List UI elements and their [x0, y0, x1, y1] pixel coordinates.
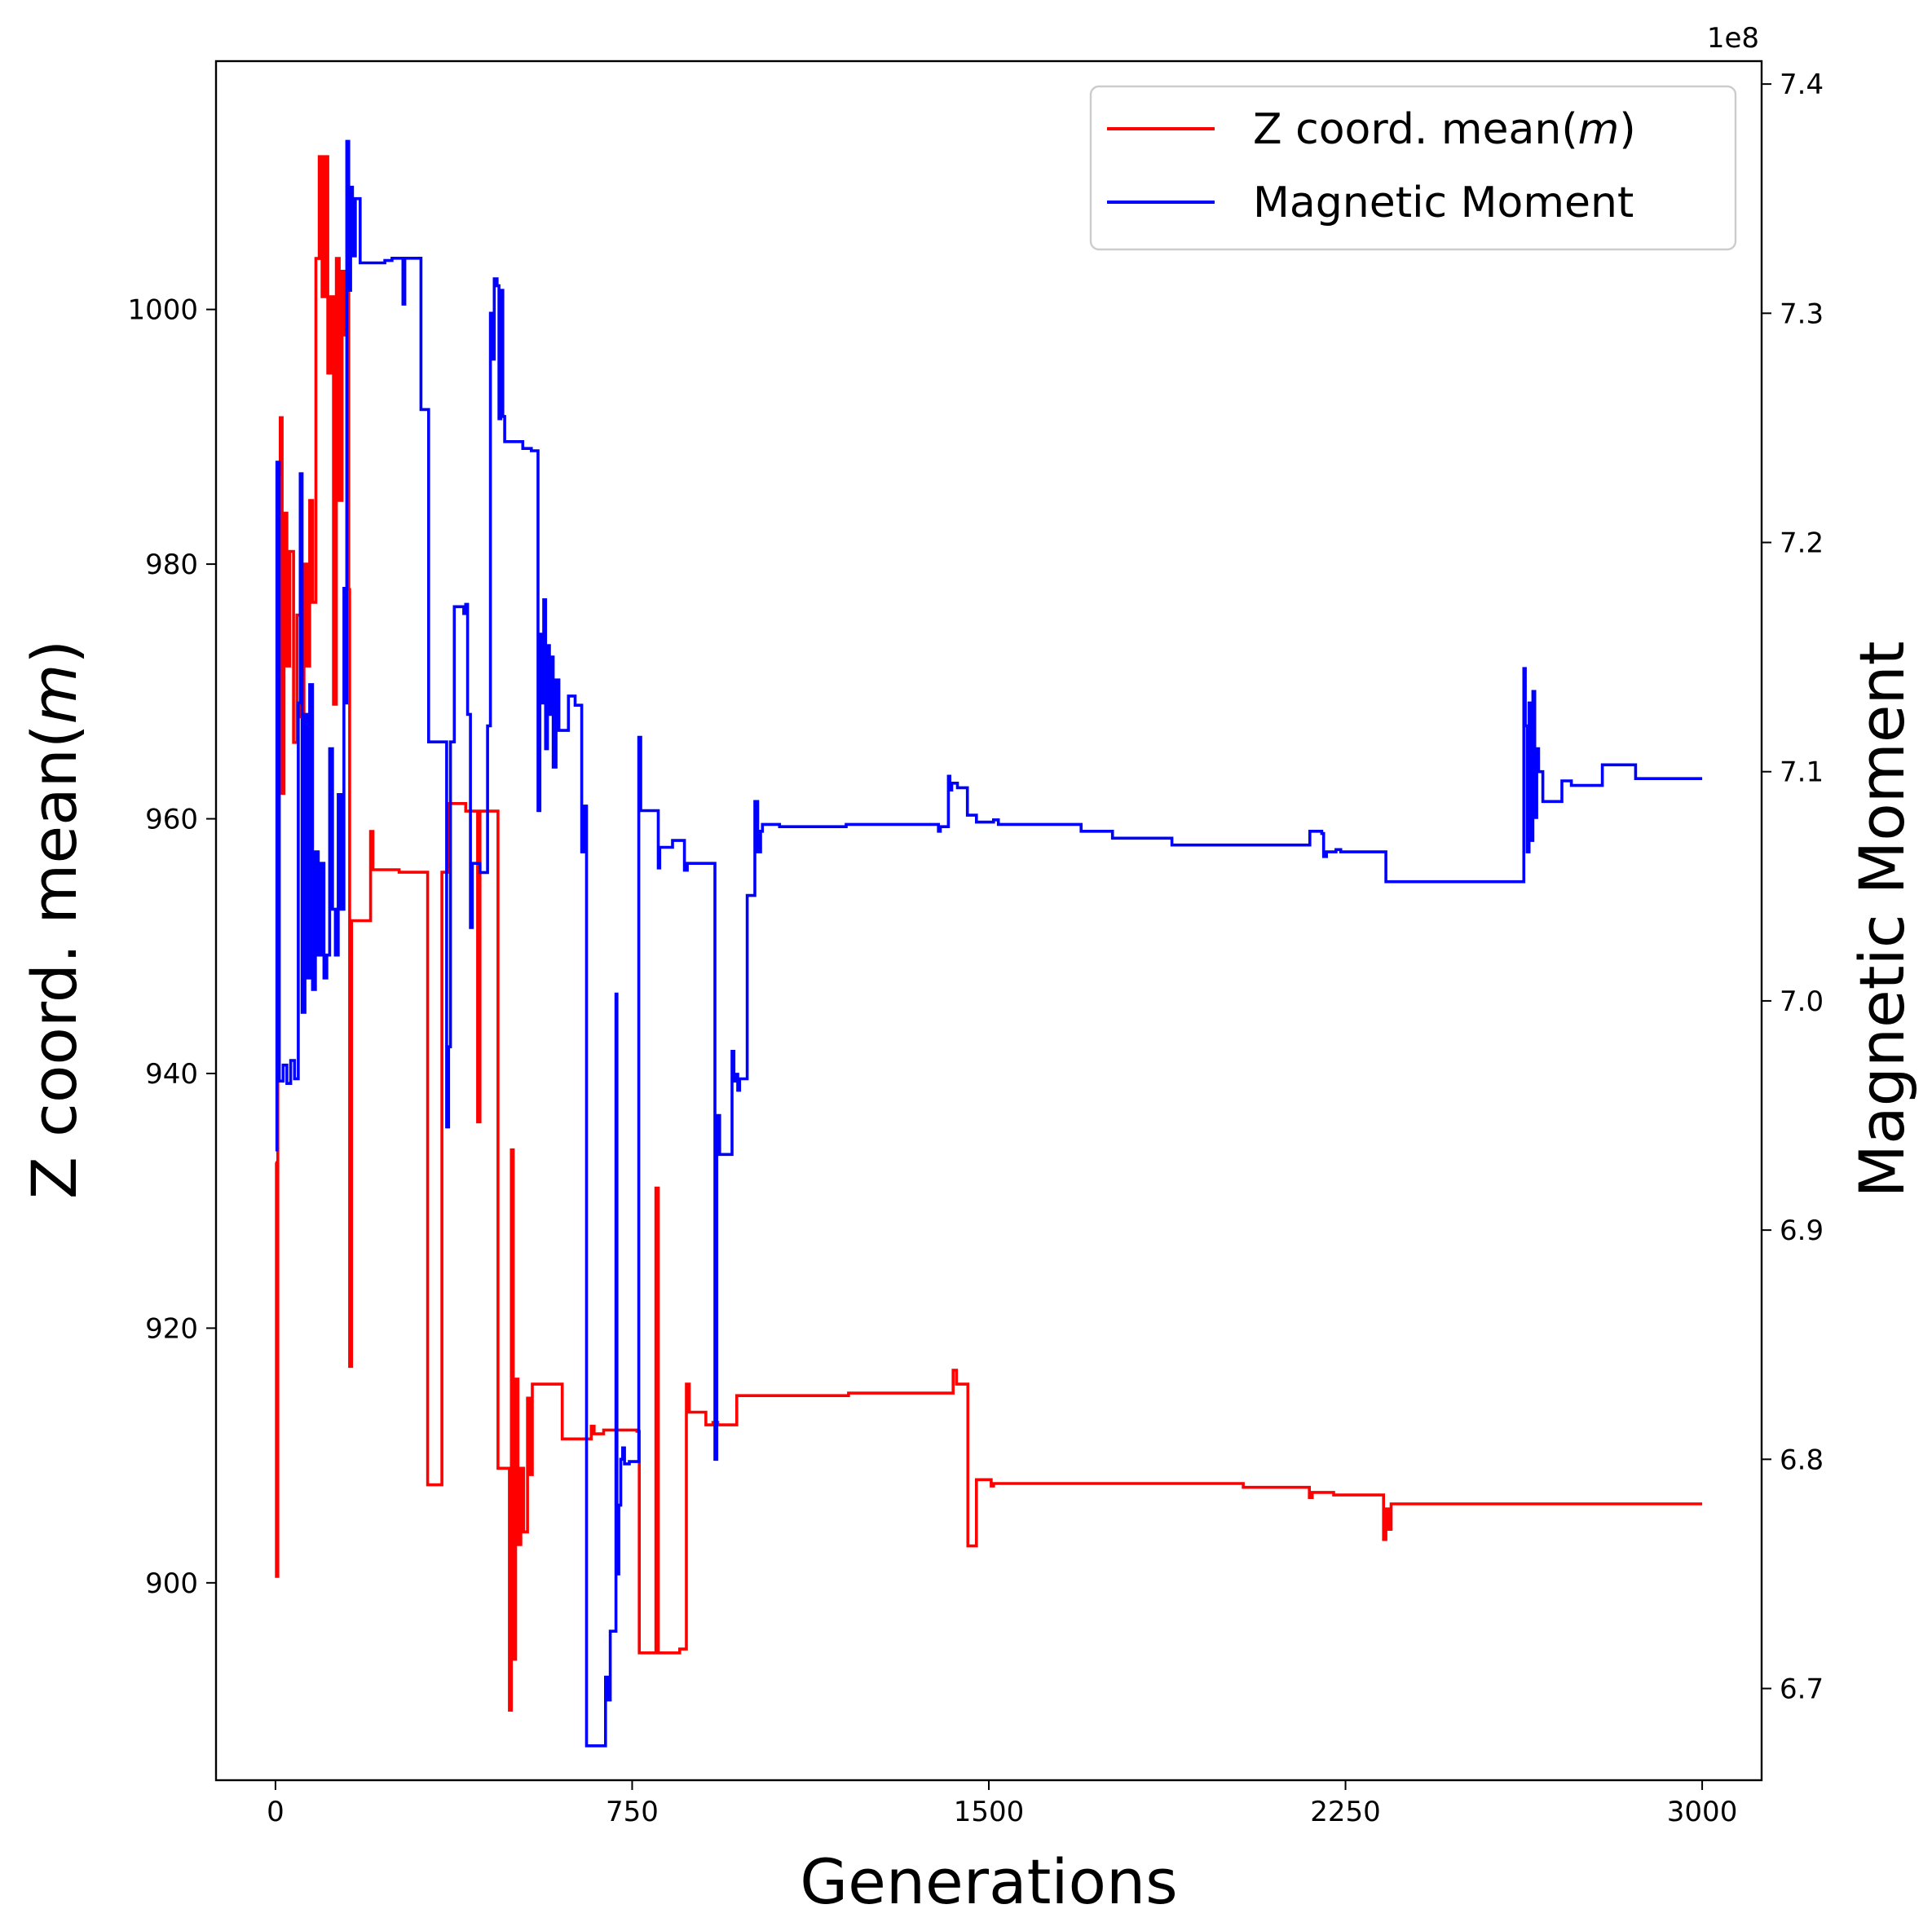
left-y-axis-ticks: 900 920 940 960 980 1000 [127, 294, 216, 1600]
left-y-tick-label: 980 [145, 549, 198, 581]
right-y-tick-label: 7.3 [1780, 298, 1824, 330]
right-axis-multiplier: 1e8 [1707, 22, 1759, 55]
plot-lines [275, 139, 1703, 1748]
right-y-tick-label: 7.4 [1780, 68, 1824, 101]
left-y-tick-label: 1000 [127, 294, 198, 327]
x-tick-label: 1500 [954, 1796, 1025, 1828]
series-line-magnetic-moment [275, 139, 1703, 1748]
right-y-axis-ticks: 6.7 6.8 6.9 7.0 7.1 7.2 7.3 7.4 [1762, 68, 1824, 1706]
x-tick-label: 2250 [1310, 1796, 1381, 1828]
x-tick-label: 3000 [1667, 1796, 1738, 1828]
left-y-tick-label: 960 [145, 804, 198, 836]
x-axis-label: Generations [800, 1845, 1178, 1918]
x-tick-label: 750 [606, 1796, 659, 1828]
left-y-axis-label-var: m [18, 664, 90, 724]
right-y-tick-label: 6.8 [1780, 1444, 1824, 1476]
legend-box [1089, 85, 1737, 251]
left-y-axis-label-close: ) [18, 640, 90, 664]
x-tick-label: 0 [267, 1796, 285, 1828]
left-y-tick-label: 940 [145, 1058, 198, 1091]
right-y-tick-label: 7.1 [1780, 756, 1824, 789]
left-y-tick-label: 900 [145, 1567, 198, 1600]
legend-label-z-coord-text: Z coord. mean( [1253, 105, 1578, 154]
left-y-axis-label: Z coord. mean(m) [18, 640, 90, 1199]
right-y-axis-label: Magnetic Moment [1846, 641, 1918, 1198]
legend: Z coord. mean(m) Magnetic Moment [1089, 85, 1737, 251]
x-axis-ticks: 0 750 1500 2250 3000 [267, 1780, 1737, 1828]
left-y-tick-label: 920 [145, 1312, 198, 1345]
right-y-tick-label: 6.9 [1780, 1215, 1824, 1247]
legend-label-z-coord: Z coord. mean(m) [1253, 105, 1636, 154]
right-y-tick-label: 7.0 [1780, 985, 1824, 1018]
legend-label-z-coord-var: m [1578, 105, 1620, 154]
legend-label-magnetic-moment: Magnetic Moment [1253, 179, 1634, 227]
right-y-tick-label: 6.7 [1780, 1673, 1824, 1706]
legend-label-z-coord-close: ) [1619, 105, 1635, 154]
series-line-z-coord-mean [275, 155, 1703, 1712]
left-y-axis-label-text: Z coord. mean( [18, 725, 90, 1200]
right-y-tick-label: 7.2 [1780, 527, 1824, 560]
